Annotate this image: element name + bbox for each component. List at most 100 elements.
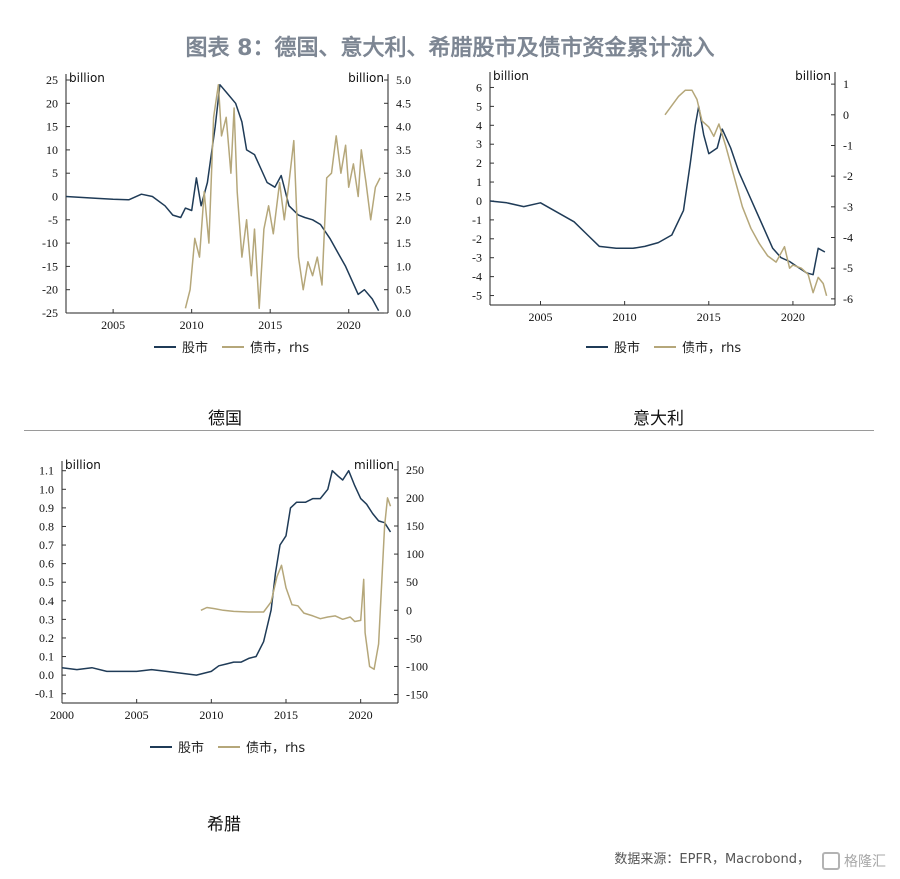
left-tick-label: -2 [472,232,482,246]
x-tick-label: 2010 [199,708,223,722]
right-tick-label: 50 [406,575,418,589]
x-tick-label: 2005 [101,318,125,332]
left-unit-label: billion [493,69,529,83]
right-tick-label: 0 [406,603,412,617]
right-tick-label: -2 [843,169,853,183]
section-divider [24,430,874,431]
left-tick-label: 1.0 [39,482,54,496]
left-tick-label: 0.2 [39,631,54,645]
legend-label-bond: 债市，rhs [682,341,742,356]
right-tick-label: 0.5 [396,283,411,297]
right-tick-label: -100 [406,659,428,673]
equity-flow-line [65,83,380,312]
x-tick-label: 2015 [274,708,298,722]
x-tick-label: 2015 [697,310,721,324]
right-tick-label: 200 [406,491,424,505]
left-tick-label: 0.0 [39,668,54,682]
left-tick-label: 15 [46,120,58,134]
left-unit-label: billion [69,71,105,85]
right-tick-label: 3.5 [396,143,411,157]
left-tick-label: 0.7 [39,538,54,552]
x-tick-label: 2010 [180,318,204,332]
right-tick-label: 4.0 [396,120,411,134]
panel-title-greece: 希腊 [207,815,241,835]
left-tick-label: 3 [476,137,482,151]
right-tick-label: 3.0 [396,166,411,180]
left-tick-label: 1 [476,175,482,189]
left-tick-label: 6 [476,80,482,94]
bond-flow-line [200,497,392,671]
left-tick-label: -5 [48,213,58,227]
left-tick-label: 0 [476,194,482,208]
right-tick-label: 4.5 [396,96,411,110]
left-tick-label: -10 [42,236,58,250]
left-tick-label: 2 [476,156,482,170]
left-tick-label: -4 [472,270,482,284]
left-tick-label: 25 [46,73,58,87]
legend-swatch-bond [654,345,677,348]
right-tick-label: 250 [406,463,424,477]
left-tick-label: -20 [42,283,58,297]
x-tick-label: 2005 [528,310,552,324]
chart-panel: 1.1 1.0 0.9 0.8 0.7 0.6 0.5 0.4 0.3 0.2 0.1 0.0 -0.1… [35,458,428,722]
x-tick-label: 2015 [258,318,282,332]
x-tick-label: 2020 [349,708,373,722]
legend-swatch-equity [150,745,172,748]
legend-greece: 股市 债市，rhs [150,737,305,756]
x-tick-label: 2005 [125,708,149,722]
right-tick-label: 1 [843,77,849,91]
legend-label-equity: 股市 [182,341,209,356]
panel-title-germany: 德国 [208,409,242,429]
left-tick-label: 0 [52,190,58,204]
right-tick-label: -6 [843,292,853,306]
right-tick-label: 100 [406,547,424,561]
left-tick-label: 0.1 [39,650,54,664]
left-tick-label: -25 [42,306,58,320]
left-tick-label: 5 [52,166,58,180]
left-tick-label: -3 [472,251,482,265]
right-tick-label: 2.5 [396,190,411,204]
left-tick-label: -0.1 [35,687,54,701]
right-unit-label: billion [348,71,384,85]
source-note: 数据来源：EPFR，Macrobond， [614,852,810,867]
right-tick-label: -1 [843,138,853,152]
x-tick-label: 2000 [50,708,74,722]
left-tick-label: 5 [476,99,482,113]
right-tick-label: 2.0 [396,213,411,227]
equity-flow-line [489,105,826,276]
watermark-text: 格隆汇 [844,854,886,870]
left-tick-label: -5 [472,289,482,303]
chart-panel: 6 5 4 3 2 1 0 -1 -2 -3 -4 -5 1 0 -1 -2 -3 -4 -5 -6 2005 2010 2… [472,69,853,324]
watermark: 格隆汇 [822,851,886,871]
legend-swatch-bond [222,345,245,348]
right-tick-label: 5.0 [396,73,411,87]
right-unit-label: billion [795,69,831,83]
left-tick-label: -1 [472,213,482,227]
legend-germany: 股市 债市，rhs [154,337,309,356]
legend-label-bond: 债市，rhs [250,341,310,356]
left-tick-label: 0.9 [39,501,54,515]
right-tick-label: -5 [843,261,853,275]
legend-swatch-equity [586,345,608,348]
left-tick-label: -15 [42,259,58,273]
right-tick-label: 0.0 [396,306,411,320]
left-tick-label: 20 [46,96,58,110]
right-tick-label: 1.5 [396,236,411,250]
legend-label-equity: 股市 [614,341,641,356]
left-tick-label: 4 [476,118,482,132]
left-tick-label: 0.4 [39,594,54,608]
equity-flow-line [61,469,392,676]
right-tick-label: -50 [406,631,422,645]
legend-swatch-equity [154,345,176,348]
right-tick-label: 0 [843,108,849,122]
right-tick-label: 150 [406,519,424,533]
right-unit-label: million [354,458,394,472]
right-tick-label: -3 [843,200,853,214]
bond-flow-line [184,83,381,310]
left-tick-label: 0.5 [39,575,54,589]
left-tick-label: 0.6 [39,557,54,571]
x-tick-label: 2020 [337,318,361,332]
bond-flow-line [664,89,828,296]
right-tick-label: 1.0 [396,259,411,273]
